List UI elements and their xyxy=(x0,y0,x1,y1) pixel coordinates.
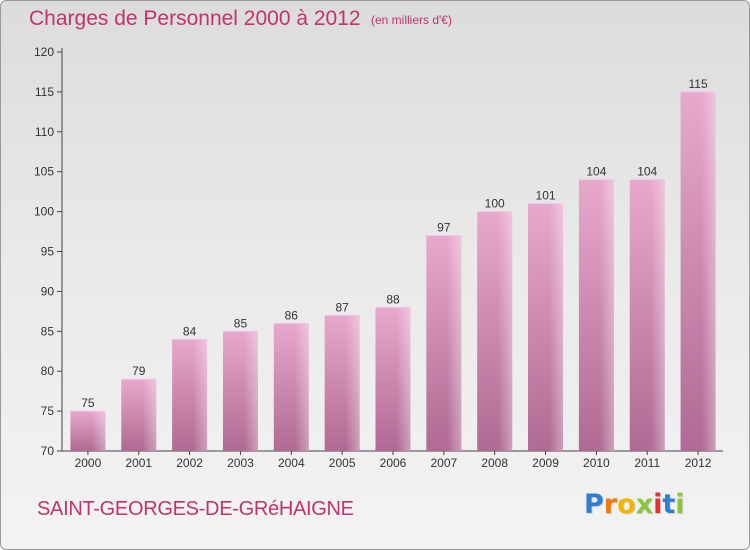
data-label: 84 xyxy=(183,324,197,338)
y-tick-label: 70 xyxy=(41,444,55,458)
bar-highlight xyxy=(528,203,564,451)
chart-labels: 2000 75 2001 79 2002 84 2003 85 2004 86 2005 87 2006… xyxy=(75,77,712,470)
logo-letter: x xyxy=(635,489,654,520)
x-tick-label: 2004 xyxy=(278,456,305,470)
data-label: 104 xyxy=(637,165,657,179)
y-tick-label: 100 xyxy=(34,205,54,219)
data-label: 86 xyxy=(285,308,299,322)
y-tick-label: 85 xyxy=(41,324,55,338)
x-tick-label: 2008 xyxy=(481,456,508,470)
y-tick-label: 120 xyxy=(34,45,54,59)
y-tick-label: 95 xyxy=(41,245,55,259)
data-label: 75 xyxy=(81,396,95,410)
commune-name: SAINT-GEORGES-DE-GRéHAIGNE xyxy=(37,498,354,520)
y-tick-label: 105 xyxy=(34,165,54,179)
data-label: 115 xyxy=(689,77,708,91)
chart-unit: (en milliers d'€) xyxy=(371,13,452,27)
data-label: 88 xyxy=(386,292,400,306)
chart-title: Charges de Personnel 2000 à 2012 xyxy=(29,7,361,30)
y-tick-label: 90 xyxy=(41,284,55,298)
x-tick-label: 2001 xyxy=(125,456,152,470)
bar-highlight xyxy=(375,307,411,451)
data-label: 104 xyxy=(586,165,606,179)
y-tick-label: 110 xyxy=(35,125,54,139)
logo-letter: t xyxy=(662,489,676,520)
bar-highlight xyxy=(70,411,106,451)
x-tick-label: 2011 xyxy=(634,456,660,470)
bar-highlight xyxy=(324,315,360,451)
bar-highlight xyxy=(629,179,665,451)
data-label: 101 xyxy=(536,189,556,203)
x-tick-label: 2003 xyxy=(227,456,254,470)
bar-highlight xyxy=(172,339,208,451)
bar-highlight xyxy=(680,91,716,452)
y-tick-label: 115 xyxy=(35,85,54,99)
bar-highlight xyxy=(273,323,309,451)
logo-letter: P xyxy=(584,489,604,520)
logo-letter: i xyxy=(653,489,663,520)
bar-highlight xyxy=(426,235,462,451)
x-tick-label: 2009 xyxy=(532,456,559,470)
data-label: 79 xyxy=(132,364,146,378)
x-tick-label: 2006 xyxy=(380,456,407,470)
chart-bars xyxy=(70,91,716,452)
logo-letter: r xyxy=(603,489,618,520)
x-tick-label: 2012 xyxy=(685,456,712,470)
data-label: 100 xyxy=(485,197,505,211)
x-tick-label: 2000 xyxy=(75,456,102,470)
bar-highlight xyxy=(222,331,258,451)
bar-highlight xyxy=(121,379,157,451)
data-label: 85 xyxy=(234,316,248,330)
bar-highlight xyxy=(477,211,513,451)
x-tick-label: 2007 xyxy=(430,456,457,470)
data-label: 87 xyxy=(335,300,349,314)
data-label: 97 xyxy=(437,221,451,235)
bar-highlight xyxy=(578,179,614,451)
x-tick-label: 2002 xyxy=(176,456,203,470)
y-tick-label: 80 xyxy=(41,364,55,378)
proxiti-logo: Proxiti xyxy=(584,489,685,520)
logo-letter: i xyxy=(675,489,685,520)
logo-letter: o xyxy=(617,489,636,520)
x-tick-label: 2010 xyxy=(583,456,610,470)
y-tick-label: 75 xyxy=(41,404,55,418)
x-tick-label: 2005 xyxy=(329,456,356,470)
